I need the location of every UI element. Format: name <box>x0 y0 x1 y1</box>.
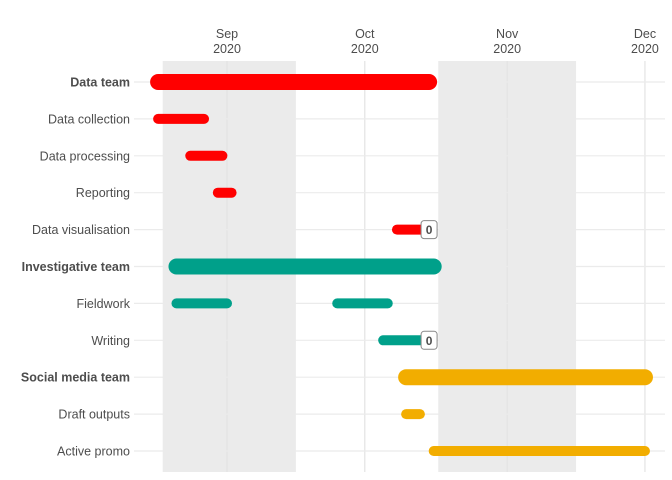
x-tick-year: 2020 <box>631 42 659 56</box>
y-label: Data visualisation <box>32 223 130 237</box>
x-tick-month: Oct <box>355 27 375 41</box>
y-label: Data collection <box>48 112 130 126</box>
x-tick-year: 2020 <box>351 42 379 56</box>
x-tick-year: 2020 <box>493 42 521 56</box>
y-label: Active promo <box>57 445 130 459</box>
x-tick-month: Sep <box>216 27 238 41</box>
milestone-label: 0 <box>426 223 433 237</box>
y-label: Investigative team <box>22 260 130 274</box>
milestone-box <box>420 330 438 350</box>
milestone-box <box>420 220 438 240</box>
milestone-label: 0 <box>426 334 433 348</box>
y-label: Writing <box>91 334 130 348</box>
y-label: Social media team <box>21 371 130 385</box>
y-label: Fieldwork <box>77 297 131 311</box>
x-tick-year: 2020 <box>213 42 241 56</box>
x-tick-month: Nov <box>496 27 519 41</box>
y-label: Data team <box>70 76 130 90</box>
y-label: Reporting <box>76 186 130 200</box>
y-label: Draft outputs <box>58 408 130 422</box>
x-tick-month: Dec <box>634 27 656 41</box>
y-label: Data processing <box>40 149 130 163</box>
